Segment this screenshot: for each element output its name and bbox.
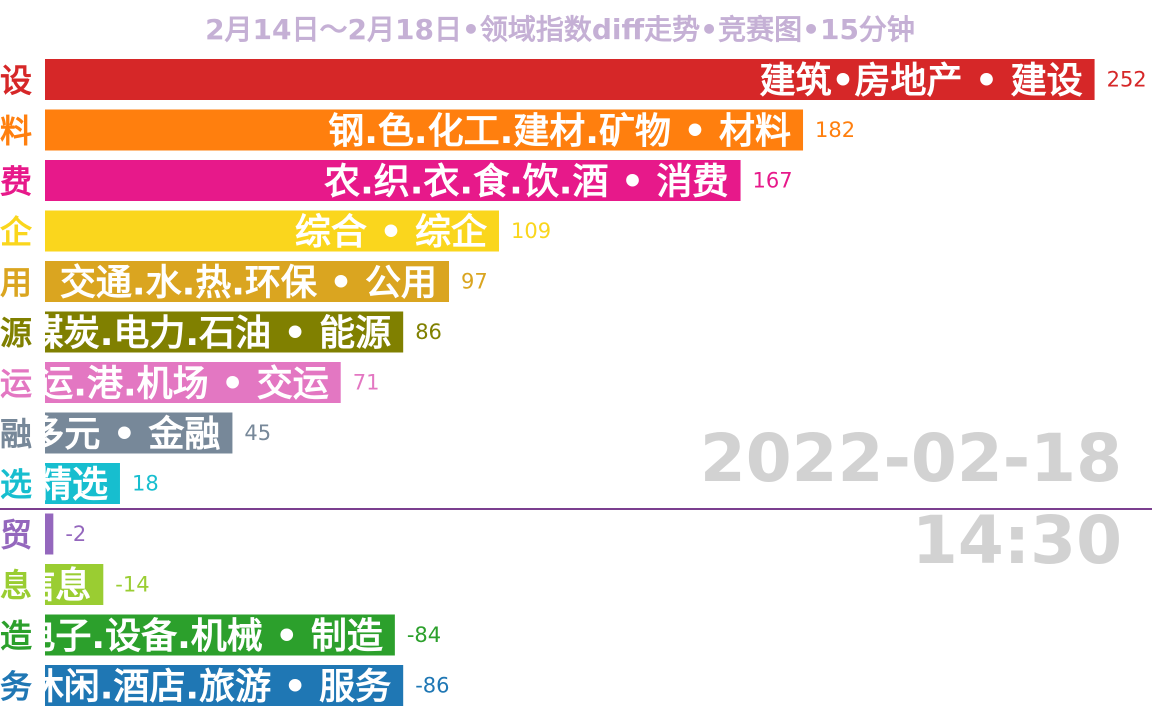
bar bbox=[45, 311, 404, 353]
axis-tick-label: 用 bbox=[0, 264, 32, 302]
value-label: -2 bbox=[65, 522, 86, 546]
bar-group: 休闲.酒店.旅游 • 服务务 -86 bbox=[0, 665, 450, 707]
bar-label: 休闲.酒店.旅游 • 服务 bbox=[27, 666, 391, 707]
bar-label: 多元 • 金融 bbox=[28, 413, 220, 455]
bar-label: 信息 bbox=[19, 565, 91, 606]
axis-tick-label: 务 bbox=[0, 668, 32, 706]
bar-label: 农.织.衣.食.饮.酒 • 消费 bbox=[324, 161, 728, 202]
value-label: -14 bbox=[115, 573, 149, 597]
bar-group: 钢.色.化工.建材.矿物 • 材料 料 182 bbox=[0, 109, 855, 152]
bar-group: 农.织.衣.食.饮.酒 • 消费 费 167 bbox=[0, 160, 793, 202]
value-label: 71 bbox=[353, 371, 380, 395]
bar-group: 电子.设备.机械 • 制造造 -84 bbox=[0, 614, 441, 657]
axis-tick-label: 源 bbox=[0, 314, 32, 352]
bar-group: 精选选 18 bbox=[0, 463, 159, 505]
bar-group: 信息息 -14 bbox=[0, 564, 150, 606]
bar bbox=[45, 59, 1095, 100]
bar bbox=[45, 261, 450, 302]
value-label: -86 bbox=[415, 674, 449, 698]
axis-tick-label: 运 bbox=[0, 365, 32, 403]
bar-group: 航运.港.机场 • 交运运 71 bbox=[0, 362, 380, 404]
bar bbox=[45, 513, 54, 555]
bar bbox=[45, 614, 395, 656]
bar-group: 交通.水.热.环保 • 公用用 97 bbox=[0, 261, 488, 303]
axis-tick-label: 息 bbox=[0, 567, 32, 605]
axis-tick-label: 费 bbox=[0, 163, 32, 201]
bar-group: 贸易贸-2 bbox=[0, 513, 86, 555]
axis-tick-label: 造 bbox=[0, 617, 32, 655]
bar-label: 精选 bbox=[36, 464, 108, 505]
chart-title: 2月14日～2月18日•领域指数diff走势•竞赛图•15分钟 bbox=[205, 13, 915, 46]
value-label: 252 bbox=[1107, 68, 1147, 92]
axis-tick-label: 企 bbox=[0, 213, 33, 251]
bar bbox=[45, 412, 233, 454]
axis-tick-label: 贸 bbox=[0, 516, 32, 554]
bar-label: 钢.色.化工.建材.矿物 • 材料 bbox=[328, 111, 791, 152]
time-label: 14:30 bbox=[911, 502, 1122, 579]
bar-label: 综合 • 综企 bbox=[295, 211, 488, 253]
bar-group: 建筑•房地产 • 建设 设 252 bbox=[0, 59, 1147, 101]
bar-label: 交通.水.热.环保 • 公用 bbox=[60, 261, 437, 303]
value-label: 45 bbox=[244, 421, 271, 445]
axis-tick-label: 料 bbox=[0, 112, 32, 150]
date-label: 2022-02-18 bbox=[699, 420, 1122, 497]
bar-label: 航运.港.机场 • 交运 bbox=[1, 362, 328, 404]
bar-label: 电子.设备.机械 • 制造 bbox=[19, 616, 382, 657]
bar bbox=[45, 665, 404, 706]
value-label: 18 bbox=[132, 472, 159, 496]
bar-group: 综合 • 综企 企 109 bbox=[0, 210, 551, 253]
bar bbox=[45, 564, 104, 605]
value-label: 182 bbox=[815, 118, 855, 142]
value-label: 109 bbox=[511, 219, 551, 243]
value-label: 167 bbox=[753, 169, 793, 193]
value-label: 97 bbox=[461, 270, 488, 294]
bar-group: 煤炭.电力.石油 • 能源源 86 bbox=[0, 311, 442, 354]
bar bbox=[45, 463, 120, 504]
bar bbox=[45, 160, 741, 201]
bar bbox=[45, 109, 804, 151]
bar bbox=[45, 210, 499, 252]
bar-group: 多元 • 金融融 45 bbox=[0, 412, 271, 455]
value-label: -84 bbox=[407, 623, 441, 647]
bar-label: 煤炭.电力.石油 • 能源 bbox=[28, 313, 391, 354]
axis-tick-label: 融 bbox=[0, 415, 32, 453]
axis-tick-label: 设 bbox=[0, 62, 32, 100]
bar-label: 建筑•房地产 • 建设 bbox=[759, 60, 1082, 101]
bar bbox=[45, 362, 341, 403]
value-label: 86 bbox=[415, 320, 442, 344]
axis-tick-label: 选 bbox=[0, 466, 32, 504]
